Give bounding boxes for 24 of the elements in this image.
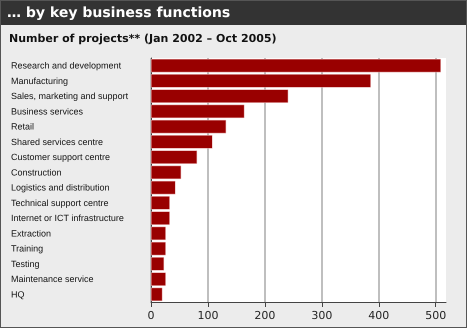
chart-subtitle: Number of projects** (Jan 2002 – Oct 2005): [8, 31, 278, 47]
y-tick-label: Training: [11, 244, 44, 254]
x-tick-label: 400: [368, 309, 390, 322]
y-tick-label: Customer support centre: [11, 152, 110, 162]
x-tick-label: 500: [425, 309, 446, 322]
y-tick-label: Business services: [11, 106, 84, 116]
y-tick-label: Extraction: [11, 228, 52, 238]
y-tick-label: Construction: [11, 167, 62, 178]
x-tick-label: 0: [148, 309, 154, 322]
y-tick-label: Retail: [11, 122, 34, 132]
y-tick-label: Maintenance service: [11, 274, 94, 284]
x-tick-label: 200: [254, 309, 276, 322]
chart-title: … by key business functions: [1, 1, 466, 25]
y-tick-label: Sales, marketing and support: [11, 91, 129, 102]
x-tick-label: 100: [197, 309, 218, 322]
y-tick-label: Testing: [11, 258, 40, 269]
y-tick-label: Internet or ICT infrastructure: [11, 213, 124, 224]
y-tick-label: Technical support centre: [11, 198, 109, 208]
y-tick-label: Logistics and distribution: [11, 182, 110, 193]
y-tick-label: Manufacturing: [11, 76, 68, 86]
y-tick-label: HQ: [11, 289, 24, 300]
y-tick-label: Research and development: [11, 60, 122, 71]
y-tick-label: Shared services centre: [11, 136, 104, 147]
x-tick-label: 300: [311, 309, 332, 322]
